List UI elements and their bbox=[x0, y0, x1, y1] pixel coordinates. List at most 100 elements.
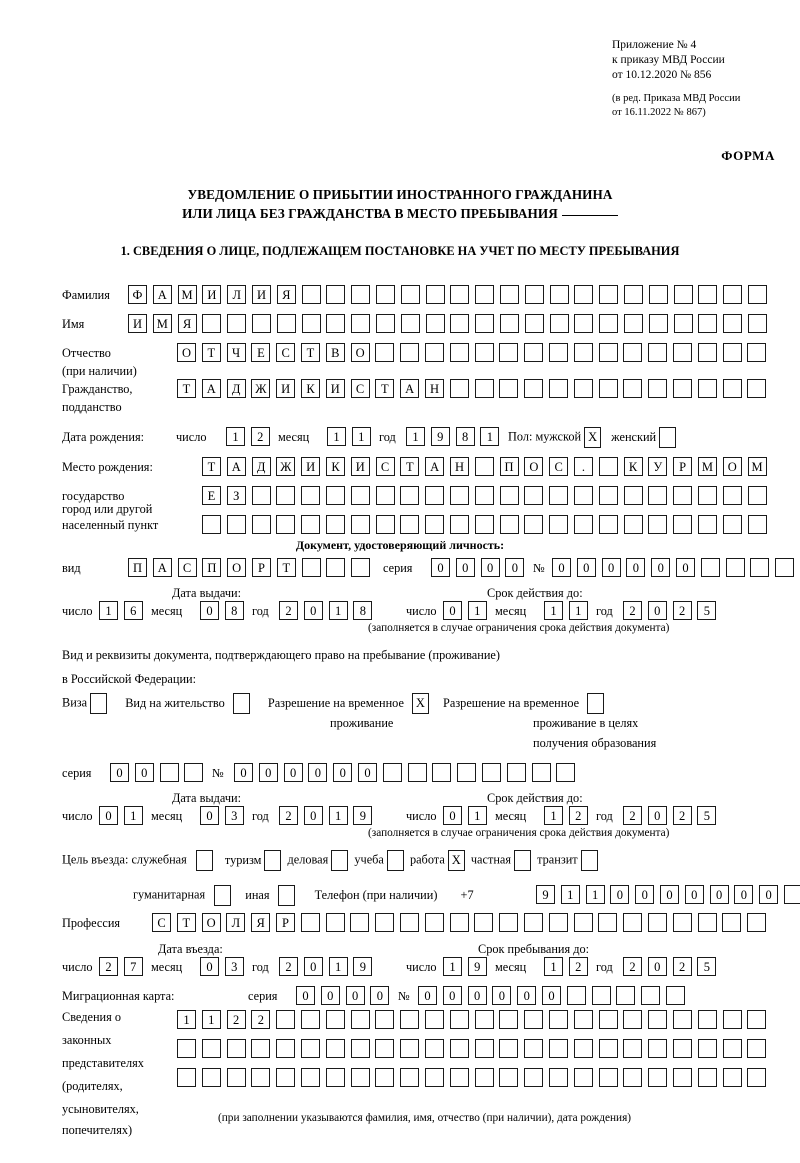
residence-permit-checkbox[interactable] bbox=[232, 692, 250, 714]
stay-month-cell-1[interactable]: 1 bbox=[544, 957, 563, 976]
citizenship-cell-23[interactable] bbox=[722, 379, 742, 398]
birthplace-3-cell-12[interactable] bbox=[474, 515, 494, 534]
patronymic-cell-6[interactable]: Т bbox=[300, 343, 320, 362]
profession-cell-5[interactable]: Я bbox=[251, 913, 271, 932]
birthplace-1-cell-2[interactable]: А bbox=[226, 457, 246, 476]
surname-cell-7[interactable]: Я bbox=[276, 285, 296, 304]
birthplace-1-cell-22[interactable]: О bbox=[722, 457, 742, 476]
legal-2-cell-18[interactable] bbox=[598, 1039, 618, 1058]
doc-valid-year-cell-1[interactable]: 2 bbox=[623, 601, 642, 620]
mc-series-cell-4[interactable]: 0 bbox=[370, 986, 390, 1005]
phone-cell-2[interactable]: 1 bbox=[560, 885, 580, 904]
legal-2-cell-16[interactable] bbox=[548, 1039, 568, 1058]
legal-2-cell-24[interactable] bbox=[747, 1039, 767, 1058]
name-cell-8[interactable] bbox=[301, 314, 321, 333]
birthplace-2-cell-3[interactable] bbox=[251, 486, 271, 505]
phone-cell-11[interactable] bbox=[783, 885, 800, 904]
visa-checkbox[interactable] bbox=[90, 692, 108, 714]
birthplace-1-cell-10[interactable]: А bbox=[425, 457, 445, 476]
patronymic-cell-11[interactable] bbox=[424, 343, 444, 362]
legal-3-cell-16[interactable] bbox=[548, 1068, 568, 1087]
birthplace-1-cell-1[interactable]: Т bbox=[202, 457, 221, 476]
legal-2-cell-7[interactable] bbox=[325, 1039, 345, 1058]
permit-issue-day-cell-2[interactable]: 1 bbox=[123, 806, 143, 825]
profession-cell-24[interactable] bbox=[722, 913, 742, 932]
legal-2-cell-23[interactable] bbox=[722, 1039, 742, 1058]
entry-month-cell-1[interactable]: 0 bbox=[200, 957, 219, 976]
mc-number-cell-8[interactable] bbox=[591, 986, 611, 1005]
permit-issue-year-cell-3[interactable]: 1 bbox=[328, 806, 348, 825]
legal-2-cell-22[interactable] bbox=[697, 1039, 717, 1058]
entry-day-cell-1[interactable]: 2 bbox=[99, 957, 118, 976]
surname-cell-6[interactable]: И bbox=[251, 285, 271, 304]
legal-2-cell-2[interactable] bbox=[201, 1039, 221, 1058]
permit-number-cell-11[interactable] bbox=[481, 763, 501, 782]
purpose-official-checkbox[interactable] bbox=[195, 849, 213, 871]
citizenship-cell-21[interactable] bbox=[672, 379, 692, 398]
purpose-business-checkbox[interactable] bbox=[331, 849, 349, 871]
citizenship-cell-16[interactable] bbox=[548, 379, 568, 398]
doc-series-cell-2[interactable]: 0 bbox=[455, 558, 475, 577]
legal-3-cell-18[interactable] bbox=[598, 1068, 618, 1087]
legal-3-cell-5[interactable] bbox=[276, 1068, 296, 1087]
birth-month-cell-1[interactable]: 1 bbox=[327, 427, 346, 446]
birthplace-3-cell-20[interactable] bbox=[673, 515, 693, 534]
permit-number-cell-4[interactable]: 0 bbox=[308, 763, 328, 782]
profession-cell-9[interactable] bbox=[350, 913, 370, 932]
permit-number-cell-1[interactable]: 0 bbox=[234, 763, 253, 782]
birthplace-3-cell-2[interactable] bbox=[226, 515, 246, 534]
legal-3-cell-7[interactable] bbox=[325, 1068, 345, 1087]
phone-cell-10[interactable]: 0 bbox=[759, 885, 779, 904]
doc-number-cell-10[interactable] bbox=[775, 558, 795, 577]
doc-issue-year-cell-2[interactable]: 0 bbox=[303, 601, 323, 620]
doc-issue-year-cell-1[interactable]: 2 bbox=[279, 601, 298, 620]
birthplace-1-cell-3[interactable]: Д bbox=[251, 457, 271, 476]
mc-number-cell-9[interactable] bbox=[616, 986, 636, 1005]
legal-1-cell-17[interactable] bbox=[573, 1010, 593, 1029]
legal-3-cell-17[interactable] bbox=[573, 1068, 593, 1087]
mc-series-cell-2[interactable]: 0 bbox=[320, 986, 340, 1005]
mc-series-cell-1[interactable]: 0 bbox=[296, 986, 315, 1005]
legal-1-cell-1[interactable]: 1 bbox=[177, 1010, 196, 1029]
doc-issue-year-cell-4[interactable]: 8 bbox=[353, 601, 373, 620]
doc-series-cell-4[interactable]: 0 bbox=[505, 558, 525, 577]
legal-1-cell-15[interactable] bbox=[524, 1010, 544, 1029]
sex-female-checkbox[interactable] bbox=[659, 426, 677, 448]
doc-number-cell-1[interactable]: 0 bbox=[552, 558, 571, 577]
legal-1-cell-2[interactable]: 1 bbox=[201, 1010, 221, 1029]
doc-number-cell-3[interactable]: 0 bbox=[601, 558, 621, 577]
doc-valid-day-cell-1[interactable]: 0 bbox=[443, 601, 462, 620]
permit-number-cell-13[interactable] bbox=[531, 763, 551, 782]
doc-kind-cell-3[interactable]: С bbox=[177, 558, 197, 577]
legal-2-cell-8[interactable] bbox=[350, 1039, 370, 1058]
patronymic-cell-1[interactable]: О bbox=[177, 343, 196, 362]
legal-2-cell-19[interactable] bbox=[623, 1039, 643, 1058]
birthplace-3-cell-22[interactable] bbox=[722, 515, 742, 534]
permit-number-cell-3[interactable]: 0 bbox=[283, 763, 303, 782]
legal-2-cell-1[interactable] bbox=[177, 1039, 196, 1058]
profession-cell-7[interactable] bbox=[300, 913, 320, 932]
legal-2-cell-10[interactable] bbox=[400, 1039, 420, 1058]
birthplace-3-cell-23[interactable] bbox=[747, 515, 767, 534]
citizenship-cell-1[interactable]: Т bbox=[177, 379, 196, 398]
permit-series-cell-1[interactable]: 0 bbox=[110, 763, 129, 782]
patronymic-cell-3[interactable]: Ч bbox=[226, 343, 246, 362]
patronymic-cell-10[interactable] bbox=[400, 343, 420, 362]
name-cell-5[interactable] bbox=[227, 314, 247, 333]
patronymic-cell-18[interactable] bbox=[598, 343, 618, 362]
patronymic-cell-9[interactable] bbox=[375, 343, 395, 362]
birthplace-2-cell-23[interactable] bbox=[747, 486, 767, 505]
legal-2-cell-9[interactable] bbox=[375, 1039, 395, 1058]
permit-series-cell-2[interactable]: 0 bbox=[134, 763, 154, 782]
surname-cell-11[interactable] bbox=[375, 285, 395, 304]
citizenship-cell-13[interactable] bbox=[474, 379, 494, 398]
surname-cell-19[interactable] bbox=[574, 285, 594, 304]
permit-issue-year-cell-4[interactable]: 9 bbox=[353, 806, 373, 825]
